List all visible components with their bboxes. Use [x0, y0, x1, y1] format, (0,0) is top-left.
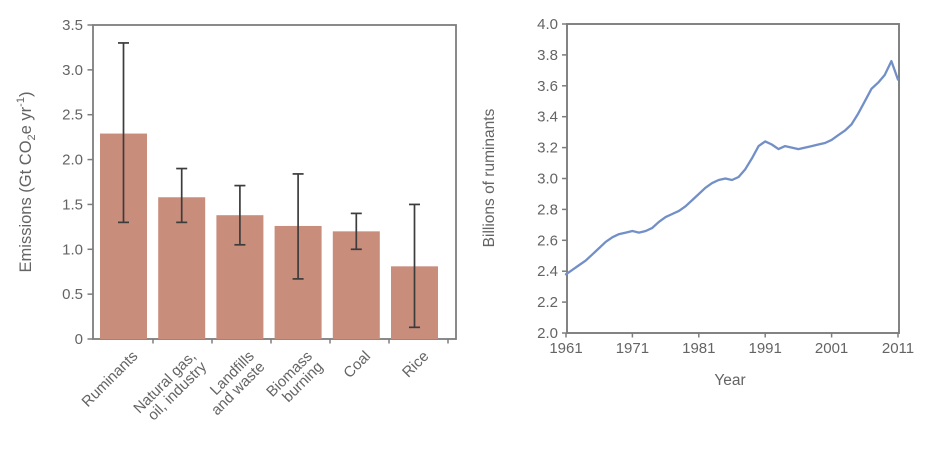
emissions-bar-chart: 0 0.5 1.0 1.5 2.0 2.5 3.0 3.5 Emissions (Gt CO2e…: [15, 17, 457, 427]
y-tick-label: 3.5: [62, 17, 83, 34]
x-tick-label: 2011: [882, 340, 914, 357]
y-tick-label: 3.6: [537, 78, 558, 95]
ruminants-data-line: [564, 59, 900, 276]
y-tick-label: 1.5: [62, 196, 83, 213]
x-category-label: Ruminants: [79, 348, 142, 411]
line-y-axis-title: Billions of ruminants: [481, 108, 498, 247]
y-tick-label: 3.4: [537, 109, 558, 126]
x-tick-label: 1991: [749, 340, 782, 357]
y-tick-label: 2.2: [537, 294, 558, 311]
x-tick-label: 1961: [549, 340, 582, 357]
y-tick-label: 2.4: [537, 263, 558, 280]
x-category-label: Biomassburning: [263, 348, 326, 411]
x-tick-label: 1971: [616, 340, 649, 357]
x-tick-label: 1981: [682, 340, 715, 357]
y-tick-label: 3.0: [62, 62, 83, 79]
y-tick-label: 3.2: [537, 140, 558, 157]
x-category-label: Natural gas,oil, industry: [130, 347, 210, 427]
y-tick-label: 1.0: [62, 241, 83, 258]
y-tick-label: 2.0: [537, 325, 558, 342]
y-tick-label: 3.8: [537, 47, 558, 64]
y-tick-label: 2.0: [62, 152, 83, 169]
plot-frame: [92, 24, 457, 340]
y-tick-label: 2.6: [537, 232, 558, 249]
ruminants-line-chart: Billions of ruminants Year 2.0 2.2 2.4 2.6 2…: [481, 16, 914, 389]
x-category-label: Coal: [340, 348, 374, 382]
x-category-label: Landfillsand waste: [197, 348, 268, 419]
y-tick-label: 2.5: [62, 107, 83, 124]
y-tick-label: 0: [75, 331, 83, 348]
line-x-axis-title: Year: [714, 372, 745, 389]
y-tick-label: 0.5: [62, 286, 83, 303]
y-tick-label: 2.8: [537, 201, 558, 218]
bar-y-axis-title: Emissions (Gt CO2e yr-1): [15, 92, 38, 273]
x-tick-label: 2001: [815, 340, 848, 357]
y-tick-label: 3.0: [537, 171, 558, 188]
y-tick-label: 4.0: [537, 16, 558, 33]
x-category-label: Rice: [399, 348, 432, 381]
